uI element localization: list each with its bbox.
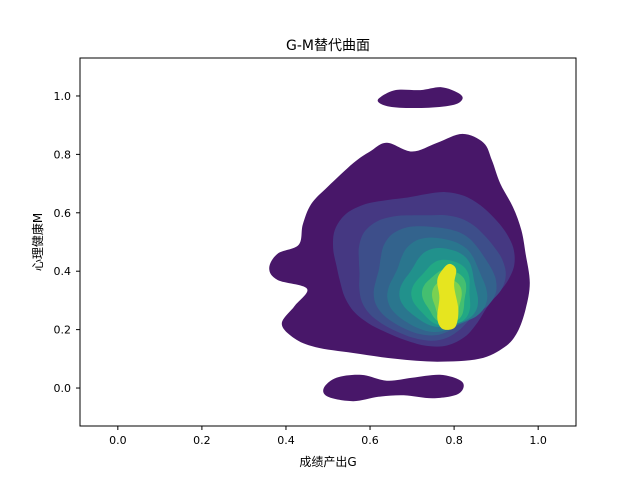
x-tick-label: 0.6 (361, 434, 379, 447)
y-axis: 0.0 0.2 0.4 0.6 0.8 1.0 (54, 90, 80, 395)
plot-frame (79, 57, 577, 427)
x-tick-label: 0.0 (109, 434, 127, 447)
y-tick-label: 0.0 (54, 382, 72, 395)
y-tick-label: 0.4 (54, 265, 72, 278)
contour-island-bottom (323, 374, 464, 402)
density-contours (269, 87, 530, 402)
y-tick-label: 0.6 (54, 207, 72, 220)
x-axis: 0.0 0.2 0.4 0.6 0.8 1.0 (109, 426, 547, 447)
y-tick-label: 0.8 (54, 148, 72, 161)
y-tick-label: 0.2 (54, 324, 72, 337)
contour-level-peak (437, 263, 459, 330)
x-axis-label: 成绩产出G (299, 455, 356, 469)
x-tick-label: 0.2 (193, 434, 211, 447)
contour-island-top (377, 87, 463, 108)
x-tick-label: 1.0 (529, 434, 547, 447)
y-tick-label: 1.0 (54, 90, 72, 103)
chart-title: G-M替代曲面 (286, 38, 370, 54)
x-tick-label: 0.4 (277, 434, 295, 447)
y-axis-label: 心理健康M (30, 213, 45, 271)
x-tick-label: 0.8 (445, 434, 463, 447)
